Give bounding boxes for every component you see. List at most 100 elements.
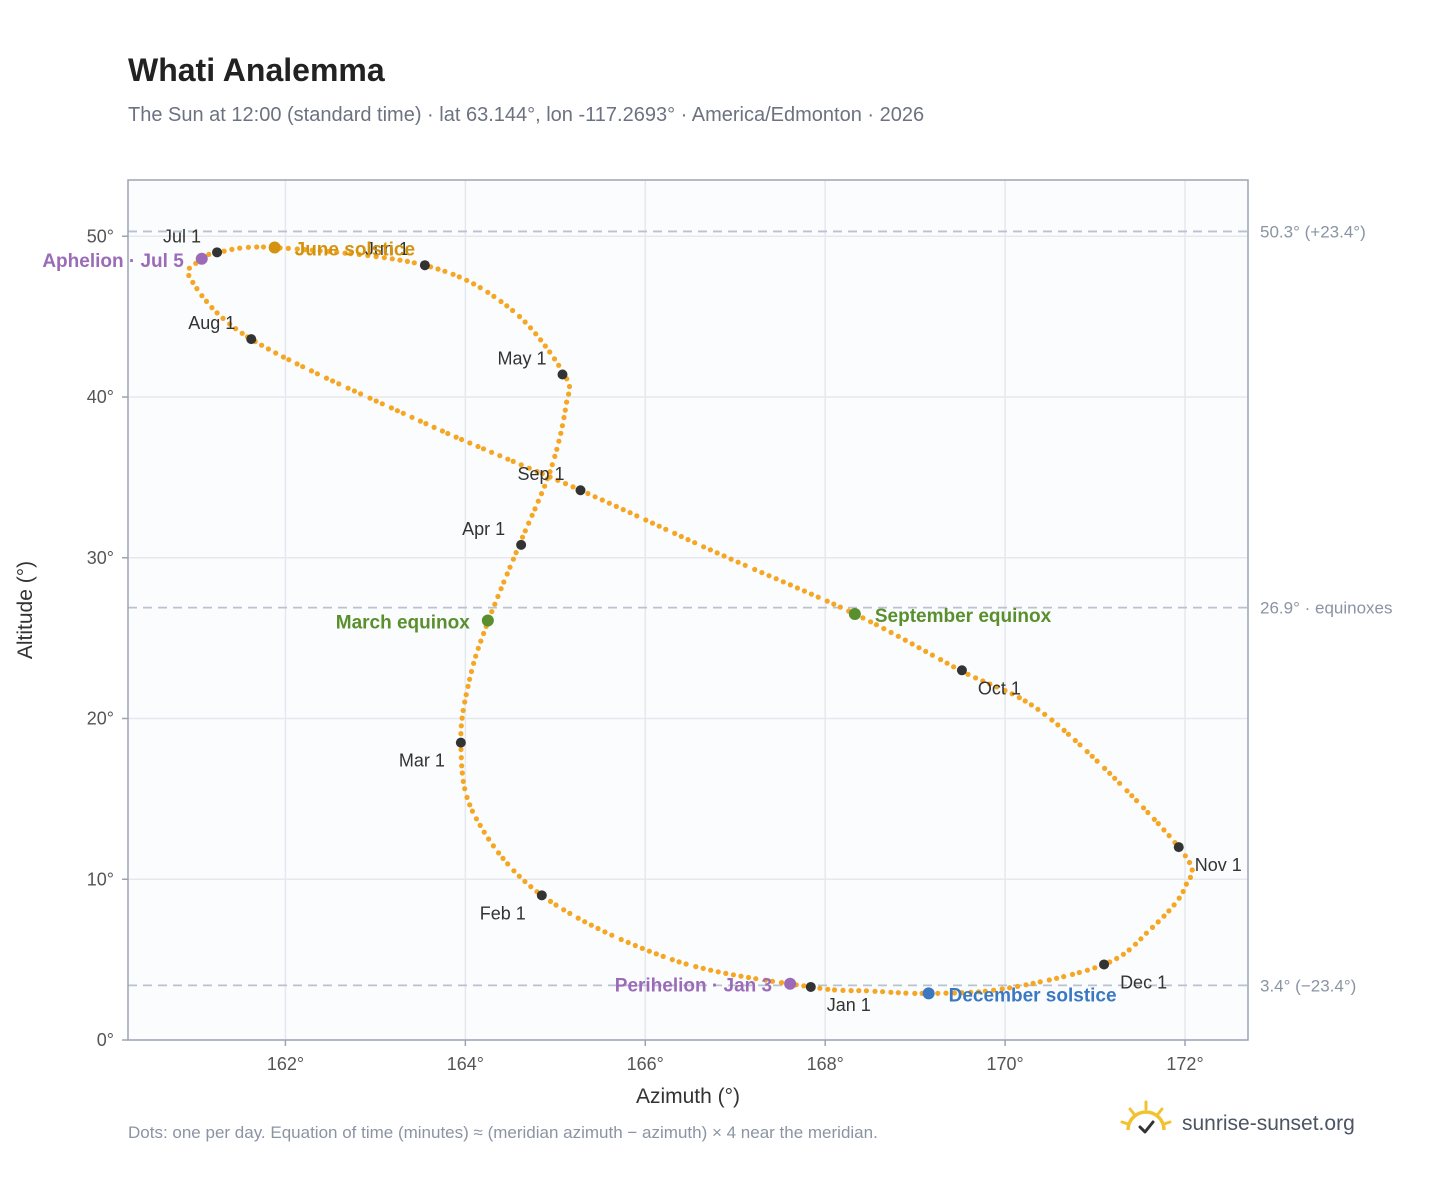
day-dot bbox=[265, 346, 271, 352]
day-dot bbox=[1089, 753, 1095, 759]
day-dot bbox=[1155, 821, 1161, 827]
day-dot bbox=[708, 967, 714, 973]
day-dot bbox=[1042, 711, 1048, 717]
chart-subtitle: The Sun at 12:00 (standard time) · lat 6… bbox=[128, 104, 925, 126]
day-dot bbox=[723, 970, 729, 977]
day-dot bbox=[214, 310, 220, 316]
day-dot bbox=[1054, 975, 1060, 981]
day-dot bbox=[460, 778, 466, 785]
day-dot bbox=[510, 556, 516, 562]
day-dot bbox=[547, 469, 553, 475]
reference-line-label: 26.9° · equinoxes bbox=[1260, 599, 1393, 618]
day-dot bbox=[1126, 947, 1132, 953]
day-dot bbox=[566, 383, 573, 390]
day-dot bbox=[742, 562, 748, 568]
day-dot bbox=[522, 528, 528, 534]
month-dot bbox=[246, 334, 257, 345]
day-dot bbox=[968, 989, 974, 995]
day-dot bbox=[509, 307, 516, 314]
day-dot bbox=[646, 948, 652, 954]
day-dot bbox=[888, 629, 894, 636]
x-tick-label: 170° bbox=[986, 1054, 1023, 1074]
day-dot bbox=[606, 500, 612, 506]
day-dot bbox=[824, 598, 830, 604]
day-dot bbox=[766, 573, 772, 579]
day-dot bbox=[220, 315, 226, 321]
day-dot bbox=[475, 645, 481, 651]
day-dot bbox=[442, 268, 448, 274]
month-dot bbox=[805, 981, 816, 992]
day-dot bbox=[423, 421, 429, 427]
day-dot bbox=[759, 570, 765, 576]
day-dot bbox=[923, 648, 929, 655]
day-dot bbox=[285, 245, 291, 251]
day-dot bbox=[1028, 702, 1034, 708]
day-dot bbox=[592, 494, 598, 500]
day-dot bbox=[707, 547, 714, 553]
day-dot bbox=[513, 550, 519, 556]
day-dot bbox=[526, 520, 532, 526]
day-dot bbox=[471, 660, 477, 666]
day-dot bbox=[431, 424, 437, 430]
month-label: Oct 1 bbox=[978, 678, 1021, 698]
month-label: Feb 1 bbox=[480, 903, 526, 923]
day-dot bbox=[237, 245, 243, 251]
day-dot bbox=[561, 414, 567, 421]
day-dot bbox=[485, 289, 491, 295]
day-dot bbox=[994, 684, 1000, 690]
reference-lines: 50.3° (+23.4°) 26.9° · equinoxes 3.4° (−23… bbox=[128, 222, 1393, 995]
day-dot bbox=[856, 988, 862, 994]
day-dot bbox=[976, 989, 982, 995]
brand[interactable]: sunrise-sunset.org bbox=[1120, 1100, 1355, 1149]
day-dot bbox=[701, 544, 707, 550]
day-dot bbox=[551, 356, 558, 362]
day-dot bbox=[715, 969, 721, 975]
day-dot bbox=[1077, 742, 1083, 748]
month-markers: Jan 1 Feb 1 Mar 1 Apr 1 May 1 Jun 1 Jul 1 Aug 1… bbox=[163, 226, 1242, 1015]
day-dot bbox=[477, 822, 483, 829]
day-dot bbox=[469, 808, 475, 814]
day-dot bbox=[693, 964, 699, 970]
day-dot bbox=[1145, 809, 1151, 816]
day-dot bbox=[825, 986, 831, 992]
day-dot bbox=[965, 671, 971, 677]
day-dot bbox=[1069, 971, 1076, 978]
day-dot bbox=[1049, 717, 1055, 723]
day-dot bbox=[1072, 737, 1078, 744]
y-axis: 0° 10° 20° 30° 40° 50° bbox=[87, 226, 128, 1050]
day-dot bbox=[302, 247, 308, 253]
day-dot bbox=[459, 763, 465, 769]
x-axis: 162° 164° 166° 168° 170° 172° bbox=[267, 1040, 1204, 1074]
day-dot bbox=[801, 983, 807, 989]
day-dot bbox=[738, 973, 744, 979]
day-dot bbox=[837, 604, 843, 610]
day-dot bbox=[260, 244, 267, 250]
sun-logo-icon bbox=[1120, 1100, 1172, 1149]
day-dot bbox=[752, 566, 758, 573]
day-dot bbox=[373, 398, 379, 404]
day-dot bbox=[486, 836, 492, 842]
day-dot bbox=[505, 456, 511, 462]
x-tick-label: 168° bbox=[807, 1054, 844, 1074]
day-dot bbox=[1114, 955, 1120, 962]
day-dot bbox=[562, 481, 569, 487]
day-dot bbox=[388, 405, 394, 411]
day-dot bbox=[534, 468, 540, 475]
day-dot bbox=[532, 506, 538, 512]
day-dot bbox=[518, 462, 524, 468]
y-tick-label: 0° bbox=[97, 1030, 114, 1050]
day-dot bbox=[365, 252, 371, 259]
day-dot bbox=[317, 248, 323, 254]
day-dot bbox=[599, 497, 605, 503]
month-dot bbox=[212, 247, 223, 258]
day-dot bbox=[453, 434, 459, 440]
day-dot bbox=[468, 668, 475, 675]
day-dot bbox=[944, 660, 950, 666]
event-label: March equinox bbox=[336, 612, 471, 633]
day-dot bbox=[987, 681, 993, 687]
day-dot bbox=[1061, 974, 1067, 980]
day-dot bbox=[194, 286, 200, 292]
day-dot bbox=[501, 579, 507, 585]
day-dot bbox=[203, 298, 210, 304]
day-dot bbox=[549, 462, 555, 468]
